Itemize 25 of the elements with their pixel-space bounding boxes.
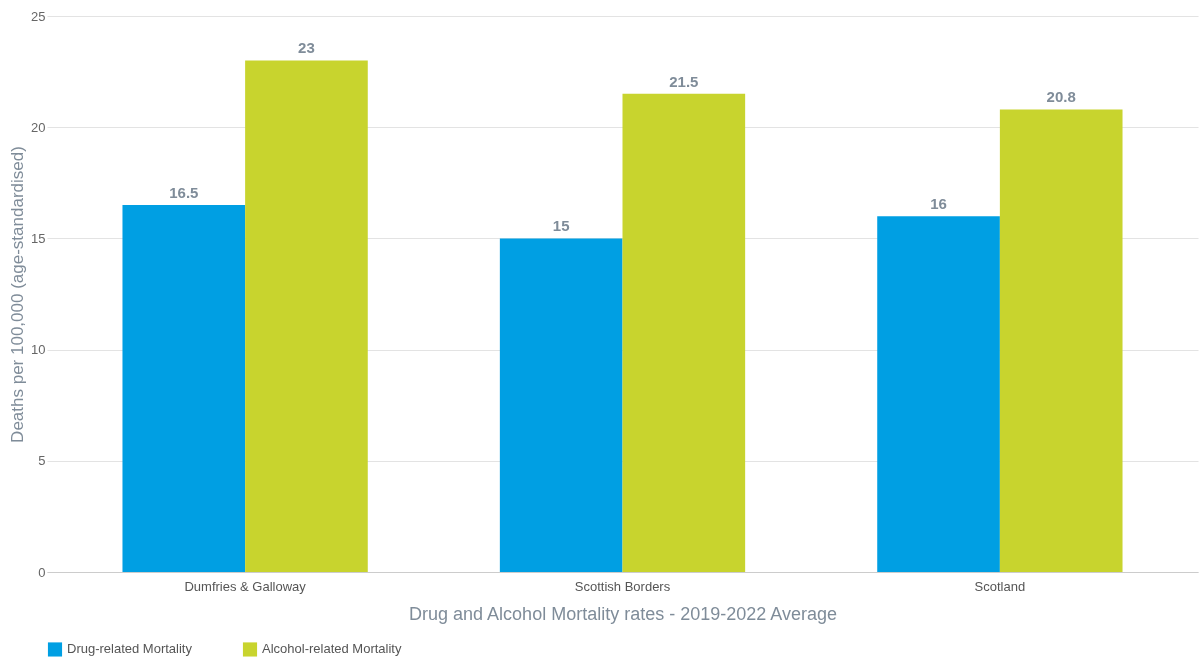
data-label: 21.5: [669, 72, 699, 90]
x-tick-label: Scottish Borders: [574, 578, 671, 594]
data-label: 16.5: [169, 184, 199, 202]
bar: [245, 60, 368, 572]
bar: [999, 109, 1123, 572]
x-tick-label: Scotland: [974, 578, 1026, 594]
y-tick-label: 5: [38, 453, 46, 469]
y-tick-label: 20: [31, 119, 46, 135]
data-label: 16: [930, 195, 947, 213]
data-label: 20.8: [1046, 88, 1076, 106]
x-tick-label: Dumfries & Galloway: [184, 578, 307, 594]
y-axis-title: Deaths per 100,000 (age-standardised): [8, 146, 28, 443]
bar: [122, 205, 246, 572]
x-axis-title: Drug and Alcohol Mortality rates - 2019-2022 Average: [409, 603, 837, 624]
data-label: 15: [552, 217, 570, 235]
y-tick-label: 0: [38, 564, 46, 580]
y-tick-label: 15: [31, 230, 46, 246]
y-tick-label: 10: [31, 342, 46, 358]
bar: [877, 216, 1000, 572]
bar: [622, 93, 746, 572]
data-label: 23: [298, 39, 315, 57]
legend-label: Alcohol-related Mortality: [262, 641, 402, 657]
bar: [499, 238, 623, 572]
legend-label: Drug-related Mortality: [67, 641, 193, 657]
y-tick-label: 25: [31, 8, 46, 24]
